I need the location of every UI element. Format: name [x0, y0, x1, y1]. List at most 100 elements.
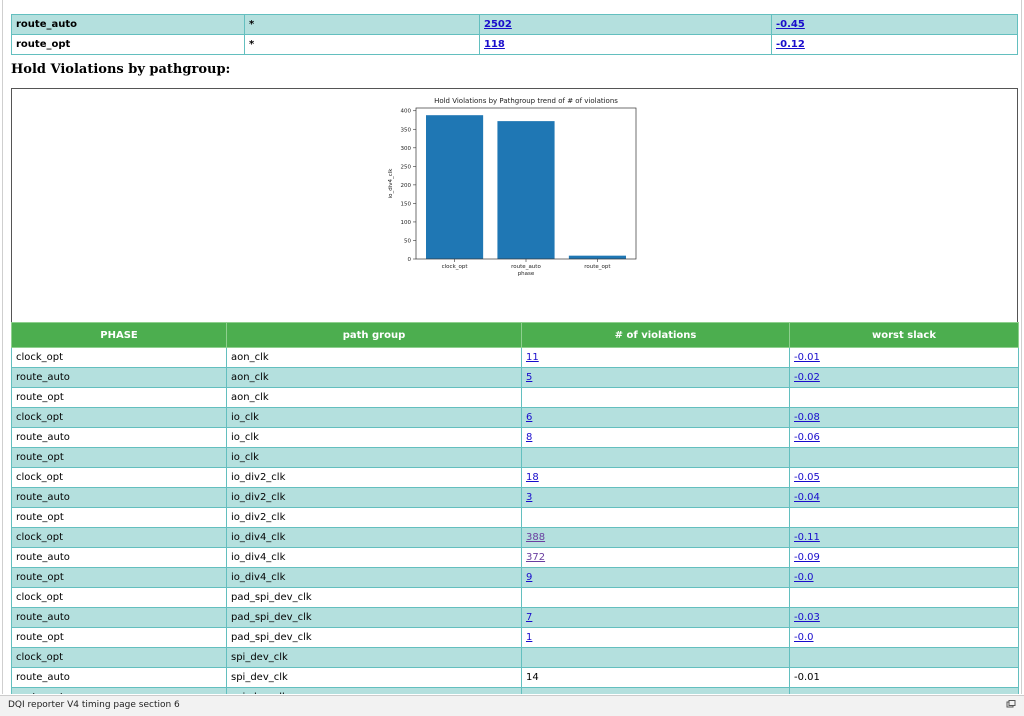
cell-link[interactable]: -0.04	[794, 492, 820, 503]
cell-link[interactable]: -0.01	[794, 352, 820, 363]
table-cell: -0.01	[789, 347, 1019, 368]
cell-link[interactable]: 1	[526, 632, 533, 643]
cell-text: route_opt	[16, 392, 64, 403]
table-cell: clock_opt	[11, 647, 227, 668]
table-cell: clock_opt	[11, 467, 227, 488]
cell-link[interactable]: 6	[526, 412, 533, 423]
table-cell	[521, 647, 790, 668]
table-cell: 1	[521, 627, 790, 648]
cell-link[interactable]: 9	[526, 572, 533, 583]
table-row: route_auto pad_spi_dev_clk 7 -0.03	[11, 607, 1019, 628]
cell-link[interactable]: -0.02	[794, 372, 820, 383]
table-cell: route_auto	[11, 427, 227, 448]
table-cell	[789, 507, 1019, 528]
table-cell: io_div4_clk	[226, 567, 522, 588]
cell-text: io_div4_clk	[231, 532, 286, 543]
cell-link[interactable]: -0.06	[794, 432, 820, 443]
table-cell: route_opt	[11, 447, 227, 468]
table-cell: 14	[521, 667, 790, 688]
table-row: route_auto * 2502 -0.45	[11, 14, 1018, 35]
table-cell: route_opt	[11, 567, 227, 588]
cell-link[interactable]: -0.09	[794, 552, 820, 563]
y-tick-label: 400	[401, 109, 412, 115]
cell-text: clock_opt	[16, 532, 64, 543]
cell-link[interactable]: -0.0	[794, 572, 814, 583]
table-cell: aon_clk	[226, 387, 522, 408]
x-tick-label: route_auto	[511, 264, 541, 270]
cell-text: io_clk	[231, 432, 259, 443]
table-cell: -0.03	[789, 607, 1019, 628]
table-row: clock_opt io_div4_clk 388 -0.11	[11, 527, 1019, 548]
table-cell: clock_opt	[11, 347, 227, 368]
table-row: route_opt aon_clk	[11, 387, 1019, 408]
cell-text: io_div4_clk	[231, 572, 286, 583]
cell-link[interactable]: 5	[526, 372, 533, 383]
cell-text: io_div2_clk	[231, 472, 286, 483]
cell-link[interactable]: 118	[484, 39, 505, 50]
cell-link[interactable]: -0.12	[776, 39, 805, 50]
table-cell: 9	[521, 567, 790, 588]
chart-container: Hold Violations by Pathgroup trend of # …	[11, 88, 1018, 323]
bar	[426, 115, 484, 259]
table-row: route_opt pad_spi_dev_clk 1 -0.0	[11, 627, 1019, 648]
cell-text: route_auto	[16, 372, 70, 383]
table-row: clock_opt spi_dev_clk	[11, 647, 1019, 668]
cell-text: route_opt	[16, 572, 64, 583]
cell-text: route_auto	[16, 492, 70, 503]
cell-link[interactable]: -0.03	[794, 612, 820, 623]
table-cell	[521, 587, 790, 608]
cell-text: spi_dev_clk	[231, 652, 288, 663]
table-cell: io_clk	[226, 407, 522, 428]
status-text: DQI reporter V4 timing page section 6	[8, 700, 180, 710]
cell-text: *	[249, 19, 255, 30]
cell-text: spi_dev_clk	[231, 672, 288, 683]
cell-link[interactable]: -0.11	[794, 532, 820, 543]
table-cell: route_opt	[11, 627, 227, 648]
cell-text: pad_spi_dev_clk	[231, 612, 312, 623]
table-row: route_opt spi_dev_clk	[11, 687, 1019, 694]
table-cell: pad_spi_dev_clk	[226, 627, 522, 648]
table-cell: io_div4_clk	[226, 527, 522, 548]
table-cell: route_auto	[11, 487, 227, 508]
cell-text: aon_clk	[231, 372, 269, 383]
table-cell: aon_clk	[226, 367, 522, 388]
cell-text: spi_dev_clk	[231, 692, 288, 694]
table-cell: pad_spi_dev_clk	[226, 607, 522, 628]
table-cell: io_div2_clk	[226, 487, 522, 508]
table-cell: io_div2_clk	[226, 507, 522, 528]
y-axis-label: io_div4_clk	[388, 168, 394, 199]
table-cell: io_clk	[226, 447, 522, 468]
cell-link[interactable]: 3	[526, 492, 533, 503]
table-cell: 8	[521, 427, 790, 448]
cell-link[interactable]: -0.0	[794, 632, 814, 643]
table-row: route_auto io_div4_clk 372 -0.09	[11, 547, 1019, 568]
table-cell: spi_dev_clk	[226, 667, 522, 688]
summary-table: route_auto * 2502 -0.45 route_opt * 118 -0.12	[11, 14, 1018, 55]
cell-link[interactable]: -0.05	[794, 472, 820, 483]
y-tick-label: 350	[401, 127, 412, 133]
table-cell	[521, 387, 790, 408]
table-cell: -0.09	[789, 547, 1019, 568]
table-row: route_auto spi_dev_clk 14 -0.01	[11, 667, 1019, 688]
cell-link[interactable]: 11	[526, 352, 539, 363]
table-row: route_opt io_div2_clk	[11, 507, 1019, 528]
table-row: route_auto aon_clk 5 -0.02	[11, 367, 1019, 388]
column-header: PHASE	[11, 322, 227, 348]
table-cell: route_auto	[11, 667, 227, 688]
cell-link[interactable]: 18	[526, 472, 539, 483]
y-tick-label: 250	[401, 164, 412, 170]
y-tick-label: 300	[401, 146, 412, 152]
cell-link[interactable]: -0.08	[794, 412, 820, 423]
cell-text: route_auto	[16, 432, 70, 443]
table-cell: clock_opt	[11, 407, 227, 428]
cell-link[interactable]: 388	[526, 532, 546, 543]
cell-link[interactable]: 2502	[484, 19, 512, 30]
cell-link[interactable]: 8	[526, 432, 533, 443]
cell-link[interactable]: 372	[526, 552, 546, 563]
cell-link[interactable]: -0.45	[776, 19, 805, 30]
cell-text: 14	[526, 672, 539, 683]
table-cell: clock_opt	[11, 587, 227, 608]
table-cell: spi_dev_clk	[226, 687, 522, 694]
table-cell: *	[244, 14, 480, 35]
cell-link[interactable]: 7	[526, 612, 533, 623]
